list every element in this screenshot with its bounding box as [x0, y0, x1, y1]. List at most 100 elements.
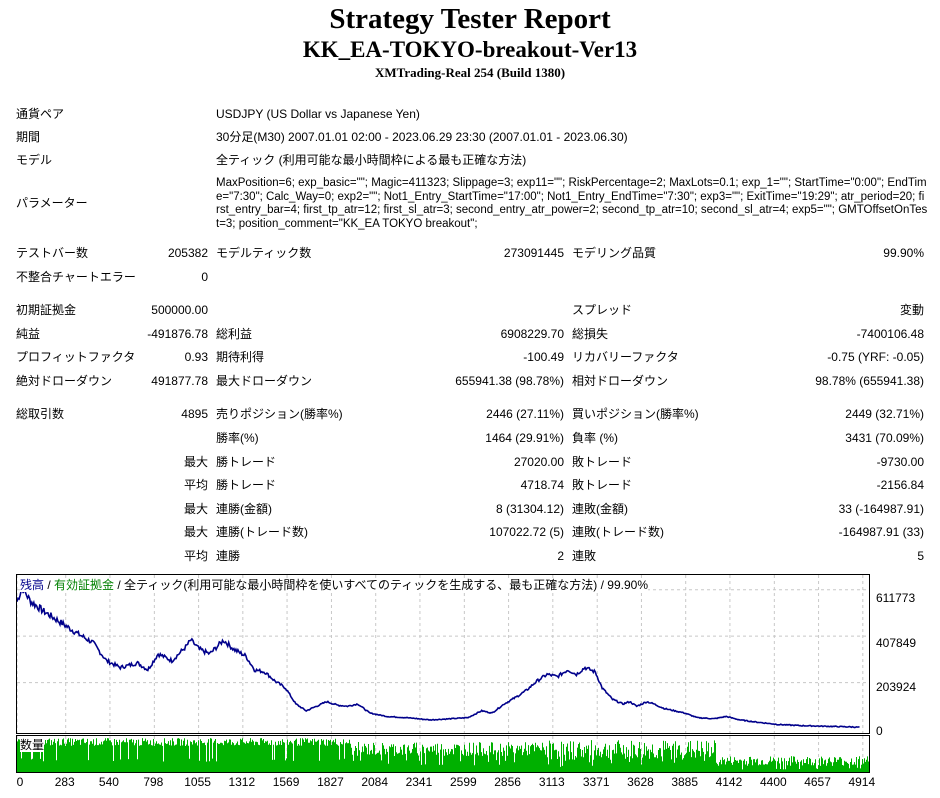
x-tick: 2341 [405, 775, 433, 789]
legend-balance: 残高 [20, 578, 45, 592]
gross-loss-label: 総損失 [572, 327, 609, 341]
chart-legend: 残高 / 有効証拠金 / 全ティック(利用可能な最小時間枠を使いすべてのティック… [20, 578, 648, 592]
x-tick: 2856 [494, 775, 521, 789]
consec-loss-count-value: -164987.91 (33) [838, 525, 924, 539]
recovery-label: リカバリーファクタ [572, 350, 679, 364]
lossrate-value: 3431 (70.09%) [845, 431, 924, 445]
balance-line [17, 584, 860, 729]
period-value: 30分足(M30) 2007.01.01 02:00 - 2023.06.29 … [216, 130, 628, 144]
x-tick: 0 [16, 775, 24, 789]
avg-consec-win-value: 2 [557, 549, 564, 563]
avg-consec-loss-value: 5 [917, 549, 924, 563]
net-label: 純益 [16, 327, 41, 341]
x-tick: 4914 [848, 775, 876, 789]
consec-win-count-label: 連勝(トレード数) [216, 525, 308, 539]
y-tick: 0 [876, 724, 883, 738]
period-label: 期間 [16, 130, 41, 144]
trades-value: 4895 [181, 407, 208, 421]
legend-sep: / [44, 578, 55, 592]
max-dd-value: 655941.38 (98.78%) [455, 374, 564, 388]
expected-label: 期待利得 [216, 350, 265, 364]
net-value: -491876.78 [147, 327, 208, 341]
x-tick: 4142 [715, 775, 743, 789]
max-word: 最大 [183, 502, 208, 516]
consec-win-money-label: 連勝(金額) [216, 502, 272, 516]
winrate-value: 1464 (29.91%) [485, 431, 564, 445]
consec-win-count-value: 107022.72 (5) [489, 525, 564, 539]
short-label: 売りポジション(勝率%) [216, 407, 343, 421]
spread-label: スプレッド [572, 303, 633, 317]
expected-value: -100.49 [523, 350, 564, 364]
x-tick: 2084 [361, 775, 389, 789]
x-tick: 4400 [759, 775, 787, 789]
volume-chart [16, 735, 870, 773]
pf-value: 0.93 [184, 350, 208, 364]
symbol-value: USDJPY (US Dollar vs Japanese Yen) [216, 107, 420, 121]
quality-value: 99.90% [883, 246, 924, 260]
avg-win-value: 4718.74 [520, 478, 564, 492]
y-tick: 407849 [876, 636, 917, 650]
x-tick: 1827 [317, 775, 344, 789]
max-word: 最大 [183, 525, 208, 539]
quality-label: モデリング品質 [572, 246, 657, 260]
x-tick: 283 [54, 775, 75, 789]
recovery-value: -0.75 (YRF: -0.05) [827, 350, 924, 364]
model-label: モデル [16, 153, 53, 167]
x-tick: 3885 [671, 775, 699, 789]
symbol-label: 通貨ペア [16, 107, 65, 121]
x-tick: 1055 [184, 775, 211, 789]
max-dd-label: 最大ドローダウン [216, 374, 313, 388]
trades-label: 総取引数 [16, 407, 65, 421]
x-tick: 4657 [804, 775, 831, 789]
abs-dd-value: 491877.78 [151, 374, 208, 388]
ea-name: KK_EA-TOKYO-breakout-Ver13 [302, 37, 638, 62]
avg-word: 平均 [183, 549, 208, 563]
long-label: 買いポジション(勝率%) [572, 407, 699, 421]
avg-consec-win-label: 連勝 [216, 549, 241, 563]
params-value: MaxPosition=6; exp_basic=""; Magic=41132… [216, 177, 928, 230]
balance-chart [16, 574, 870, 734]
rel-dd-value: 98.78% (655941.38) [815, 374, 924, 388]
ticks-value: 273091445 [503, 246, 564, 260]
x-tick: 3371 [582, 775, 610, 789]
x-tick: 2599 [449, 775, 477, 789]
x-tick: 798 [143, 775, 164, 789]
avg-word: 平均 [183, 478, 208, 492]
winrate-label: 勝率(%) [216, 431, 259, 445]
mismatch-value: 0 [201, 270, 208, 284]
x-tick: 3113 [538, 775, 565, 789]
largest-win-value: 27020.00 [513, 455, 564, 469]
largest-loss-value: -9730.00 [876, 455, 924, 469]
short-value: 2446 (27.11%) [486, 407, 564, 421]
bars-value: 205382 [167, 246, 208, 260]
consec-win-money-value: 8 (31304.12) [495, 502, 564, 516]
largest-win-label: 勝トレード [216, 455, 277, 469]
consec-loss-money-label: 連敗(金額) [572, 502, 628, 516]
balance-chart-svg [17, 575, 869, 733]
abs-dd-label: 絶対ドローダウン [16, 374, 113, 388]
deposit-label: 初期証拠金 [16, 303, 77, 317]
legend-rest: / 全ティック(利用可能な最小時間枠を使いすべてのティックを生成する、最も正確な… [114, 578, 648, 592]
max-word: 最大 [183, 455, 208, 469]
deposit-value: 500000.00 [151, 303, 208, 317]
params-label: パラメーター [16, 196, 88, 210]
report-title: Strategy Tester Report [329, 3, 611, 35]
x-tick: 540 [98, 775, 119, 789]
consec-loss-money-value: 33 (-164987.91) [838, 502, 924, 516]
y-tick: 611773 [876, 591, 916, 605]
volume-bars-path [17, 738, 869, 772]
x-tick: 3628 [627, 775, 654, 789]
x-tick: 1569 [272, 775, 300, 789]
ticks-label: モデルティック数 [216, 246, 312, 260]
avg-win-label: 勝トレード [216, 478, 277, 492]
x-tick: 1312 [228, 775, 256, 789]
lossrate-label: 負率 (%) [572, 431, 618, 445]
volume-legend: 数量 [20, 738, 45, 752]
server-build: XMTrading-Real 254 (Build 1380) [374, 65, 566, 80]
avg-consec-loss-label: 連敗 [572, 549, 597, 563]
volume-bars [17, 738, 869, 772]
avg-loss-label: 敗トレード [572, 478, 633, 492]
volume-chart-svg [17, 736, 869, 772]
gross-profit-label: 総利益 [216, 327, 253, 341]
long-value: 2449 (32.71%) [845, 407, 924, 421]
